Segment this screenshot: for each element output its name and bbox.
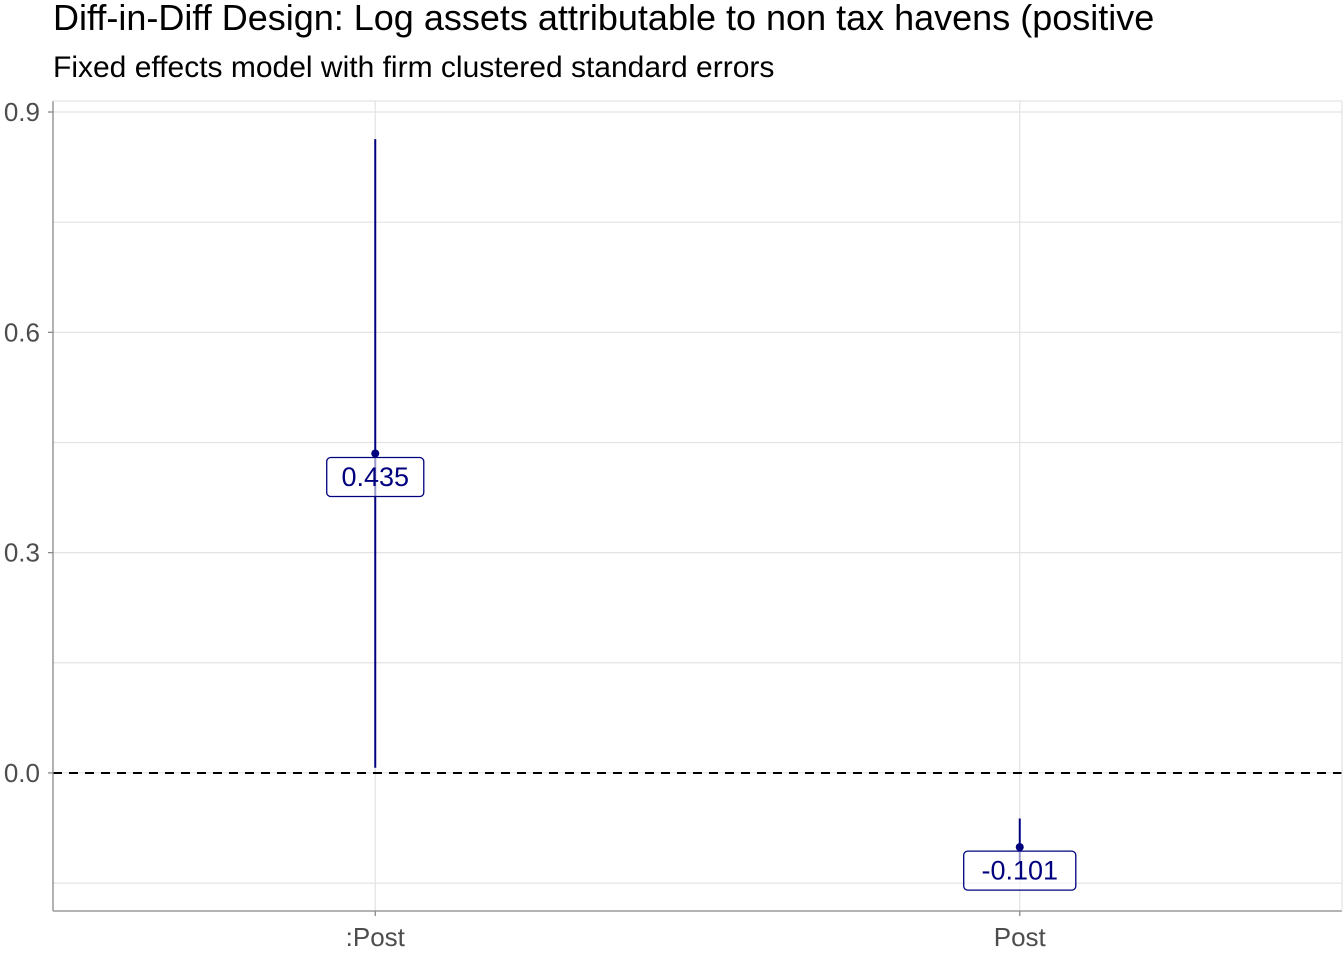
- data-label: 0.435: [341, 462, 409, 492]
- x-tick-label: :Post: [346, 922, 406, 952]
- y-tick-label: 0.6: [4, 317, 40, 347]
- x-tick-label: Post: [994, 922, 1047, 952]
- point-estimate: [371, 449, 380, 458]
- axes: [48, 100, 1343, 916]
- data-label-box: [326, 456, 425, 498]
- chart-title: Diff-in-Diff Design: Log assets attribut…: [53, 0, 1155, 38]
- y-tick-label: 0.3: [4, 538, 40, 568]
- y-tick-label: 0.0: [4, 758, 40, 788]
- estimate-marks: 0.435 -0.101: [326, 139, 1077, 891]
- y-tick-label: 0.9: [4, 97, 40, 127]
- chart-subtitle: Fixed effects model with firm clustered …: [53, 51, 775, 84]
- tick-labels: 0.0 0.3 0.6 0.9 :Post Post: [4, 97, 1047, 952]
- point-estimate: [1015, 843, 1024, 852]
- data-label: -0.101: [981, 856, 1058, 886]
- grid-lines: [53, 101, 1342, 911]
- data-label-box: [963, 850, 1077, 891]
